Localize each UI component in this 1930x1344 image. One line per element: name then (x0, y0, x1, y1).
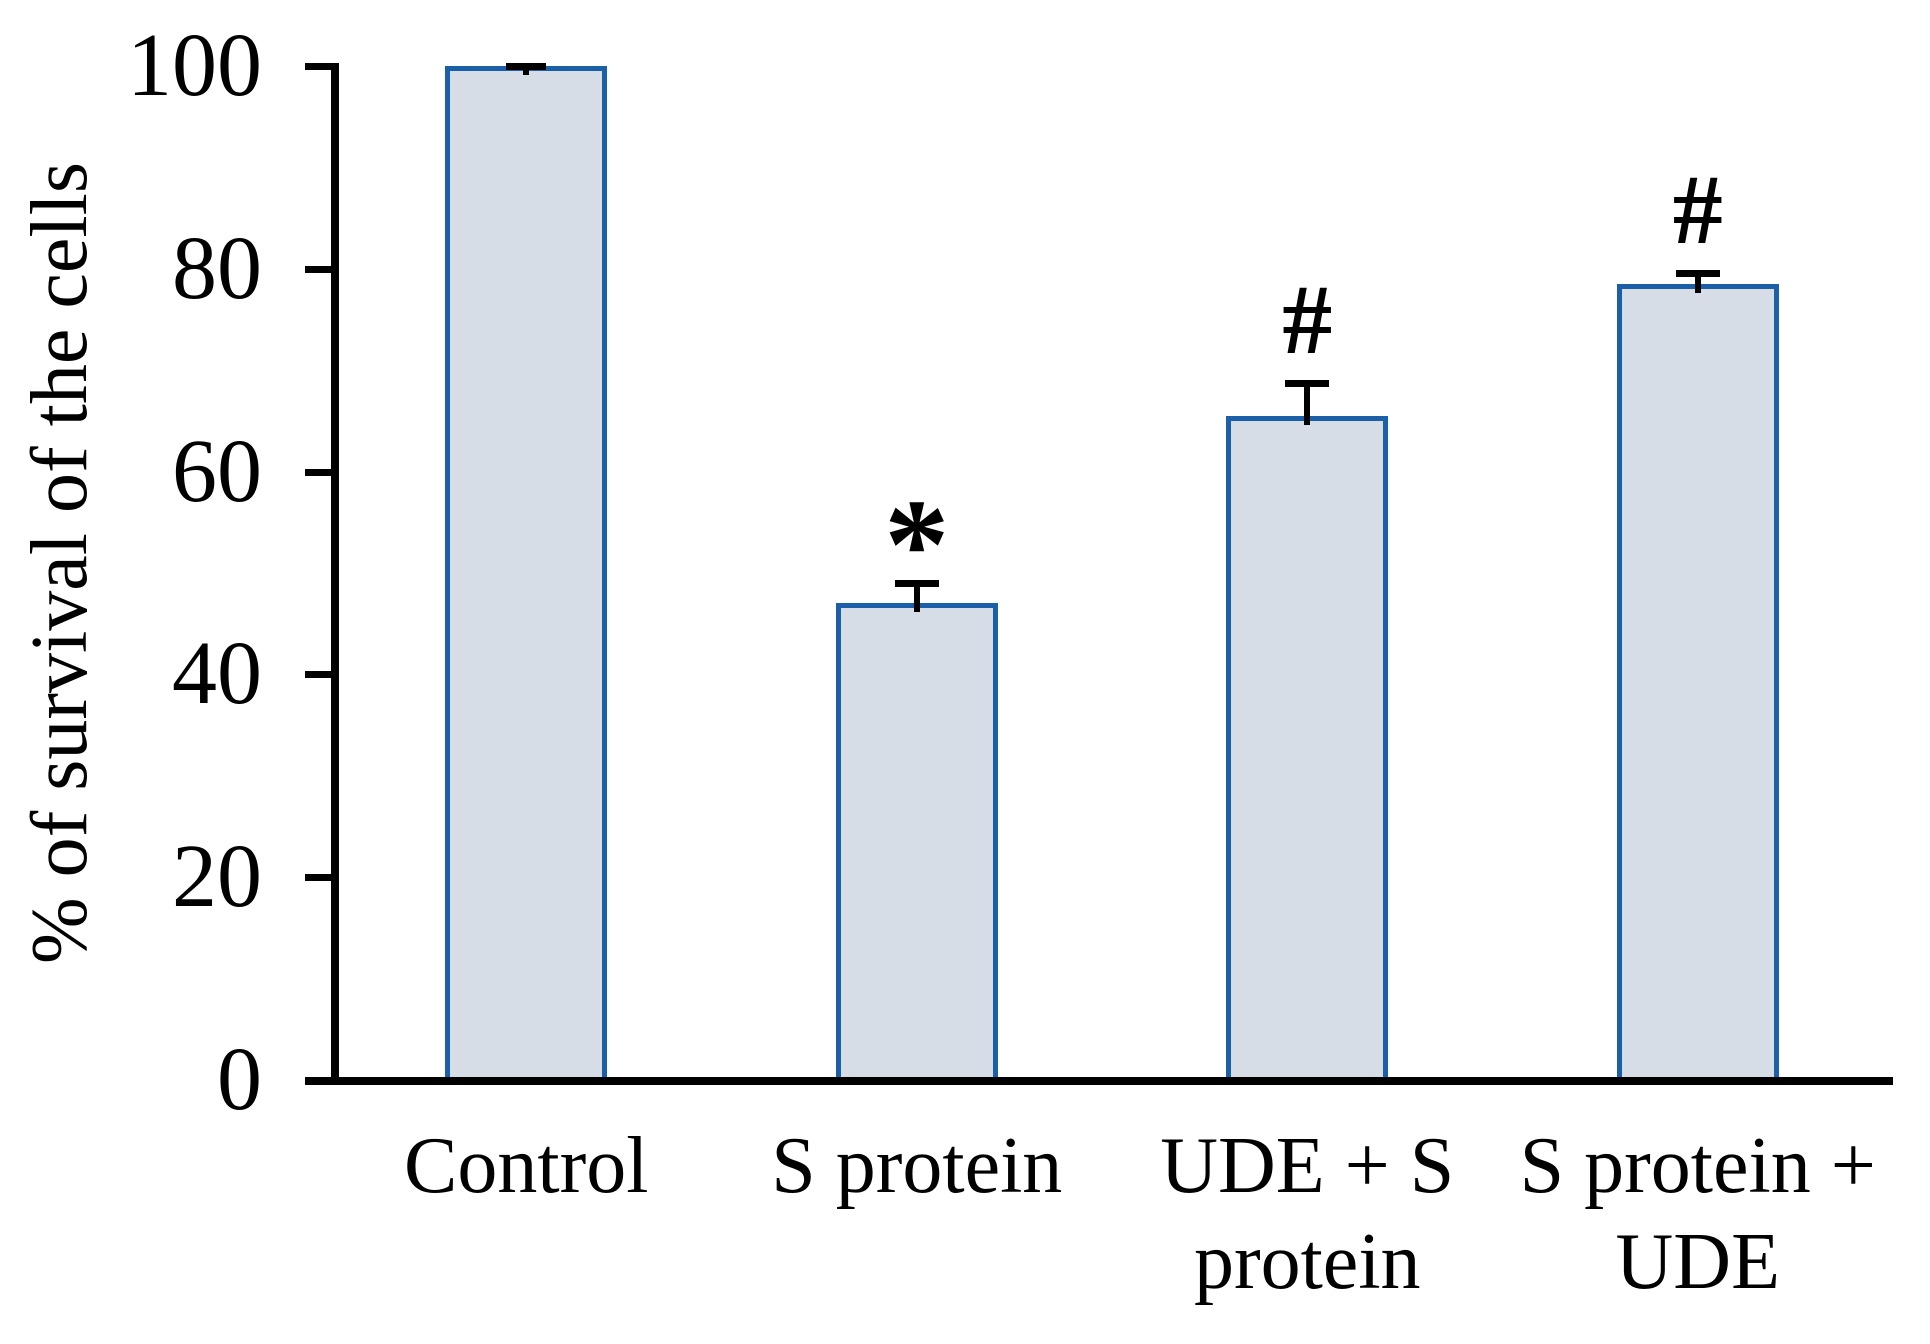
y-tick-mark (305, 63, 331, 70)
error-bar-stem (523, 65, 530, 75)
error-bar-cap (894, 580, 939, 588)
significance-asterisk: * (884, 473, 950, 618)
bar (1616, 284, 1779, 1085)
error-bar-cap (506, 62, 547, 70)
y-tick-label: 80 (172, 218, 262, 318)
category-label: S protein (771, 1122, 1063, 1210)
error-bar-stem (913, 583, 920, 613)
y-tick-label: 100 (127, 16, 262, 115)
y-tick-mark (305, 874, 331, 882)
x-axis-line (305, 1077, 1893, 1085)
significance-hash: # (1282, 264, 1333, 376)
bar (1226, 415, 1389, 1085)
bar (445, 66, 608, 1085)
error-bar-stem (1304, 383, 1311, 425)
significance-hash: # (1672, 153, 1723, 265)
y-tick-mark (305, 671, 331, 679)
error-bar-cap (1285, 380, 1330, 388)
y-tick-label: 40 (172, 624, 262, 724)
error-bar-cap (1675, 269, 1720, 277)
category-label: Control (404, 1122, 649, 1210)
y-tick-mark (305, 265, 331, 273)
error-bar-stem (1694, 272, 1701, 293)
y-axis-line (331, 63, 339, 1085)
category-label: UDE + S protein (1160, 1122, 1455, 1306)
y-tick-label: 20 (172, 827, 262, 927)
y-tick-mark (305, 468, 331, 476)
y-tick-label: 60 (172, 421, 262, 521)
y-tick-label: 0 (217, 1030, 262, 1129)
bar (835, 603, 998, 1085)
category-label: S protein + UDE (1519, 1122, 1876, 1306)
